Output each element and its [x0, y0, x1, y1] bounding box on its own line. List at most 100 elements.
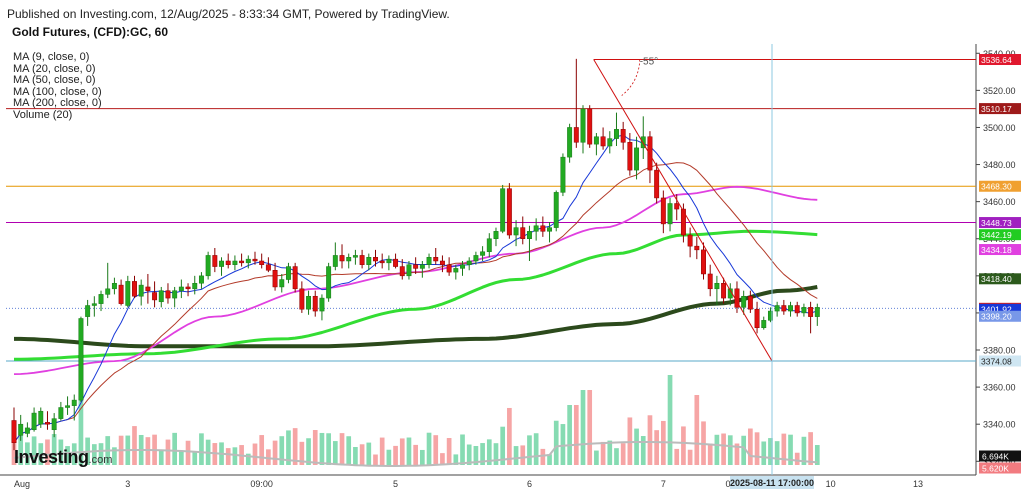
candle-body	[707, 273, 713, 290]
candle-body	[279, 279, 285, 288]
volume-bar	[781, 433, 787, 465]
candle-body	[259, 260, 265, 265]
y-tick-label: 3500.00	[983, 123, 1016, 133]
x-tick-label: 6	[527, 479, 532, 489]
candle-body	[178, 286, 184, 291]
candle-body	[473, 255, 479, 262]
x-tick-label: 09:00	[250, 479, 273, 489]
volume-bar	[45, 439, 50, 465]
y-tick-label: 3380.00	[983, 346, 1016, 356]
investing-logo: Investing.com	[14, 447, 112, 468]
x-tick-label: 5	[393, 479, 398, 489]
candle-body	[540, 225, 546, 232]
candle-body	[614, 129, 619, 139]
x-tick-label: 10	[826, 479, 836, 489]
candle-body	[446, 264, 452, 273]
volume-bar	[801, 436, 807, 465]
candle-body	[98, 294, 104, 304]
candle-body	[332, 255, 338, 267]
candle-body	[774, 305, 780, 312]
candle-body	[741, 295, 747, 308]
volume-bar	[540, 448, 546, 465]
volume-bar	[386, 449, 392, 465]
candle-body	[526, 231, 532, 239]
candle-body	[654, 169, 660, 199]
volume-bar	[547, 454, 552, 465]
volume-bar	[533, 433, 539, 465]
candle-body	[533, 225, 539, 232]
candle-body	[466, 260, 472, 265]
volume-bar	[252, 443, 258, 465]
volume-bar	[373, 454, 378, 465]
candle-body	[767, 310, 773, 321]
volume-bar	[399, 438, 405, 465]
candle-body	[265, 264, 271, 271]
volume-label-box	[979, 462, 1021, 474]
legend-ma20: MA (20, close, 0)	[13, 62, 96, 75]
volume-bar	[346, 436, 352, 465]
legend-ma100: MA (100, close, 0)	[13, 85, 102, 98]
volume-bar	[91, 444, 97, 465]
volume-bar	[748, 428, 753, 465]
candle-body	[547, 227, 552, 232]
volume-bar	[788, 434, 793, 465]
candle-body	[245, 258, 251, 264]
volume-bar	[500, 426, 506, 465]
volume-bar	[681, 426, 686, 465]
crosshair-time-box	[730, 476, 814, 489]
price-label-text: 3401.92	[981, 305, 1012, 315]
candle-body	[419, 264, 425, 269]
volume-bar	[25, 442, 30, 465]
candle-body	[493, 231, 499, 239]
candle-body	[352, 255, 358, 258]
volume-bar	[332, 441, 338, 465]
candle-body	[219, 260, 224, 267]
volume-bar	[507, 407, 512, 465]
candle-body	[339, 255, 345, 262]
price-label-text: 3434.18	[981, 245, 1012, 255]
candle-body	[158, 290, 164, 303]
candle-body	[460, 264, 465, 269]
candle-body	[761, 320, 767, 329]
candle-body	[71, 399, 77, 406]
volume-bar	[306, 438, 311, 465]
angle-arc	[621, 59, 641, 96]
price-label-box	[979, 303, 1021, 315]
candle-body	[198, 275, 204, 284]
volume-ma-line	[13, 441, 818, 467]
candle-body	[687, 234, 693, 247]
volume-bar	[225, 448, 231, 465]
volume-bar	[607, 440, 613, 465]
ma200-line	[14, 285, 818, 349]
trend-angle-line	[593, 59, 773, 362]
volume-bar	[674, 448, 680, 465]
brand-suffix: .com	[88, 454, 113, 466]
volume-bar	[292, 428, 298, 465]
instrument-title: Gold Futures, (CFD):GC, 60	[12, 25, 168, 39]
volume-bar	[259, 435, 265, 465]
candle-body	[326, 266, 332, 299]
volume-bar	[808, 432, 813, 465]
volume-bar	[580, 390, 586, 465]
volume-bar	[814, 445, 820, 465]
candle-body	[567, 127, 573, 158]
volume-bar	[58, 439, 64, 465]
candle-body	[239, 260, 245, 264]
candle-body	[292, 266, 298, 290]
candle-body	[747, 295, 753, 310]
price-label-box	[979, 180, 1021, 192]
candle-body	[721, 282, 727, 299]
angle-label: -55°	[640, 57, 658, 68]
price-label-text: 3448.73	[981, 218, 1012, 228]
volume-bar	[794, 452, 800, 465]
volume-bar	[279, 436, 285, 465]
candle-body	[801, 307, 807, 314]
volume-bar	[774, 441, 780, 465]
volume-bar	[179, 451, 184, 465]
volume-bar	[366, 442, 372, 465]
candle-body	[145, 286, 151, 291]
price-label-box	[979, 355, 1021, 367]
volume-label-box	[979, 450, 1021, 462]
candle-body	[781, 305, 787, 312]
